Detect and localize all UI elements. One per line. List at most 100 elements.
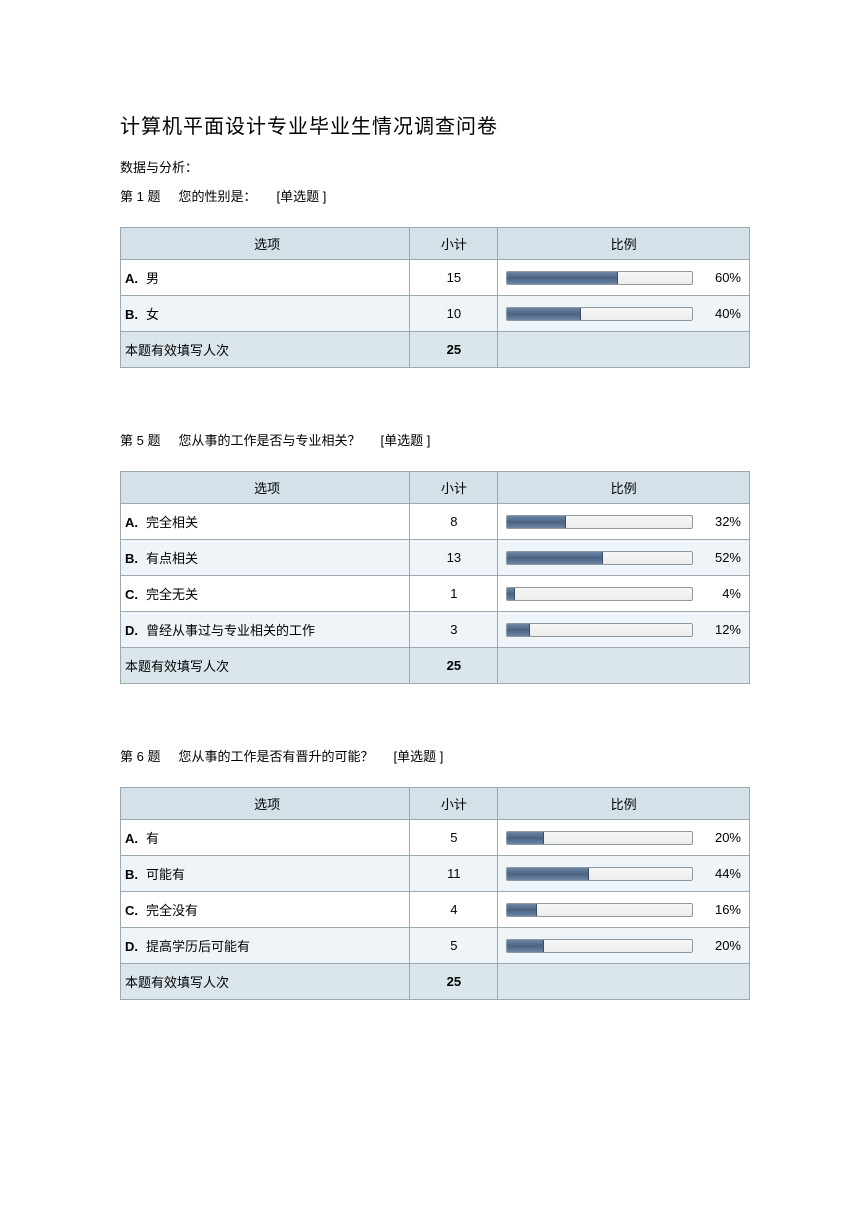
- col-header-count: 小计: [410, 788, 498, 820]
- bar-track: [506, 939, 693, 953]
- option-letter: B.: [125, 867, 146, 882]
- count-cell: 5: [410, 928, 498, 964]
- ratio-cell: 20%: [498, 928, 750, 964]
- option-letter: D.: [125, 623, 146, 638]
- option-label: 女: [146, 307, 159, 322]
- survey-table: 选项小计比例A.男1560%B.女1040%本题有效填写人次25: [120, 227, 750, 368]
- page: 计算机平面设计专业毕业生情况调查问卷 数据与分析： 第 1 题您的性别是：[单选…: [0, 0, 860, 1102]
- option-label: 完全相关: [146, 515, 198, 530]
- option-cell: B.可能有: [121, 856, 410, 892]
- bar-wrap: 12%: [506, 622, 741, 637]
- survey-table: 选项小计比例A.有520%B.可能有1144%C.完全没有416%D.提高学历后…: [120, 787, 750, 1000]
- table-row: B.有点相关1352%: [121, 540, 750, 576]
- option-label: 完全没有: [146, 903, 198, 918]
- count-cell: 10: [410, 296, 498, 332]
- col-header-count: 小计: [410, 472, 498, 504]
- question-header: 第 1 题您的性别是：[单选题 ]: [120, 186, 750, 205]
- bar-fill: [507, 272, 618, 284]
- option-label: 男: [146, 271, 159, 286]
- bar-fill: [507, 832, 544, 844]
- option-cell: C.完全没有: [121, 892, 410, 928]
- col-header-option: 选项: [121, 472, 410, 504]
- bar-track: [506, 903, 693, 917]
- col-header-ratio: 比例: [498, 788, 750, 820]
- bar-track: [506, 551, 693, 565]
- bar-fill: [507, 516, 566, 528]
- survey-table: 选项小计比例A.完全相关832%B.有点相关1352%C.完全无关14%D.曾经…: [120, 471, 750, 684]
- option-cell: B.有点相关: [121, 540, 410, 576]
- bar-percent: 40%: [701, 306, 741, 321]
- bar-track: [506, 271, 693, 285]
- footer-empty: [498, 964, 750, 1000]
- ratio-cell: 16%: [498, 892, 750, 928]
- footer-label: 本题有效填写人次: [121, 332, 410, 368]
- ratio-cell: 32%: [498, 504, 750, 540]
- table-row: D.曾经从事过与专业相关的工作312%: [121, 612, 750, 648]
- col-header-option: 选项: [121, 788, 410, 820]
- count-cell: 15: [410, 260, 498, 296]
- question-number: 第 6 题: [120, 746, 160, 765]
- table-row: B.可能有1144%: [121, 856, 750, 892]
- option-letter: A.: [125, 831, 146, 846]
- bar-track: [506, 307, 693, 321]
- ratio-cell: 44%: [498, 856, 750, 892]
- option-label: 有点相关: [146, 551, 198, 566]
- bar-fill: [507, 624, 529, 636]
- bar-fill: [507, 588, 514, 600]
- footer-empty: [498, 332, 750, 368]
- bar-wrap: 40%: [506, 306, 741, 321]
- bar-percent: 4%: [701, 586, 741, 601]
- bar-wrap: 32%: [506, 514, 741, 529]
- bar-fill: [507, 552, 603, 564]
- table-footer-row: 本题有效填写人次25: [121, 964, 750, 1000]
- option-label: 提高学历后可能有: [146, 939, 250, 954]
- option-cell: D.曾经从事过与专业相关的工作: [121, 612, 410, 648]
- count-cell: 8: [410, 504, 498, 540]
- ratio-cell: 60%: [498, 260, 750, 296]
- col-header-option: 选项: [121, 228, 410, 260]
- bar-wrap: 44%: [506, 866, 741, 881]
- col-header-ratio: 比例: [498, 472, 750, 504]
- bar-percent: 60%: [701, 270, 741, 285]
- option-label: 有: [146, 831, 159, 846]
- footer-empty: [498, 648, 750, 684]
- option-letter: B.: [125, 307, 146, 322]
- ratio-cell: 52%: [498, 540, 750, 576]
- question-header: 第 6 题您从事的工作是否有晋升的可能？ [单选题 ]: [120, 746, 750, 765]
- bar-percent: 12%: [701, 622, 741, 637]
- bar-wrap: 20%: [506, 938, 741, 953]
- option-cell: A.有: [121, 820, 410, 856]
- bar-percent: 44%: [701, 866, 741, 881]
- table-row: A.男 15 60%: [121, 260, 750, 296]
- table-row: C.完全无关14%: [121, 576, 750, 612]
- question-number: 第 5 题: [120, 430, 160, 449]
- bar-wrap: 60%: [506, 270, 741, 285]
- option-label: 完全无关: [146, 587, 198, 602]
- ratio-cell: 20%: [498, 820, 750, 856]
- question-type: [单选题 ]: [393, 746, 443, 765]
- bar-wrap: 4%: [506, 586, 741, 601]
- option-letter: D.: [125, 939, 146, 954]
- bar-fill: [507, 940, 544, 952]
- table-row: B.女1040%: [121, 296, 750, 332]
- option-letter: B.: [125, 551, 146, 566]
- question-type: [单选题 ]: [380, 430, 430, 449]
- question-number: 第 1 题: [120, 186, 160, 205]
- option-cell: B.女: [121, 296, 410, 332]
- footer-total: 25: [410, 964, 498, 1000]
- bar-percent: 16%: [701, 902, 741, 917]
- bar-percent: 20%: [701, 830, 741, 845]
- question-text: 您从事的工作是否有晋升的可能？: [178, 746, 373, 765]
- bar-wrap: 20%: [506, 830, 741, 845]
- footer-total: 25: [410, 332, 498, 368]
- count-cell: 5: [410, 820, 498, 856]
- table-footer-row: 本题有效填写人次25: [121, 648, 750, 684]
- table-row: A.完全相关832%: [121, 504, 750, 540]
- questions-container: 第 1 题您的性别是：[单选题 ]选项小计比例A.男1560%B.女1040%本…: [120, 186, 750, 1000]
- bar-wrap: 16%: [506, 902, 741, 917]
- option-letter: A.: [125, 271, 146, 286]
- bar-track: [506, 623, 693, 637]
- ratio-cell: 40%: [498, 296, 750, 332]
- bar-fill: [507, 308, 581, 320]
- count-cell: 4: [410, 892, 498, 928]
